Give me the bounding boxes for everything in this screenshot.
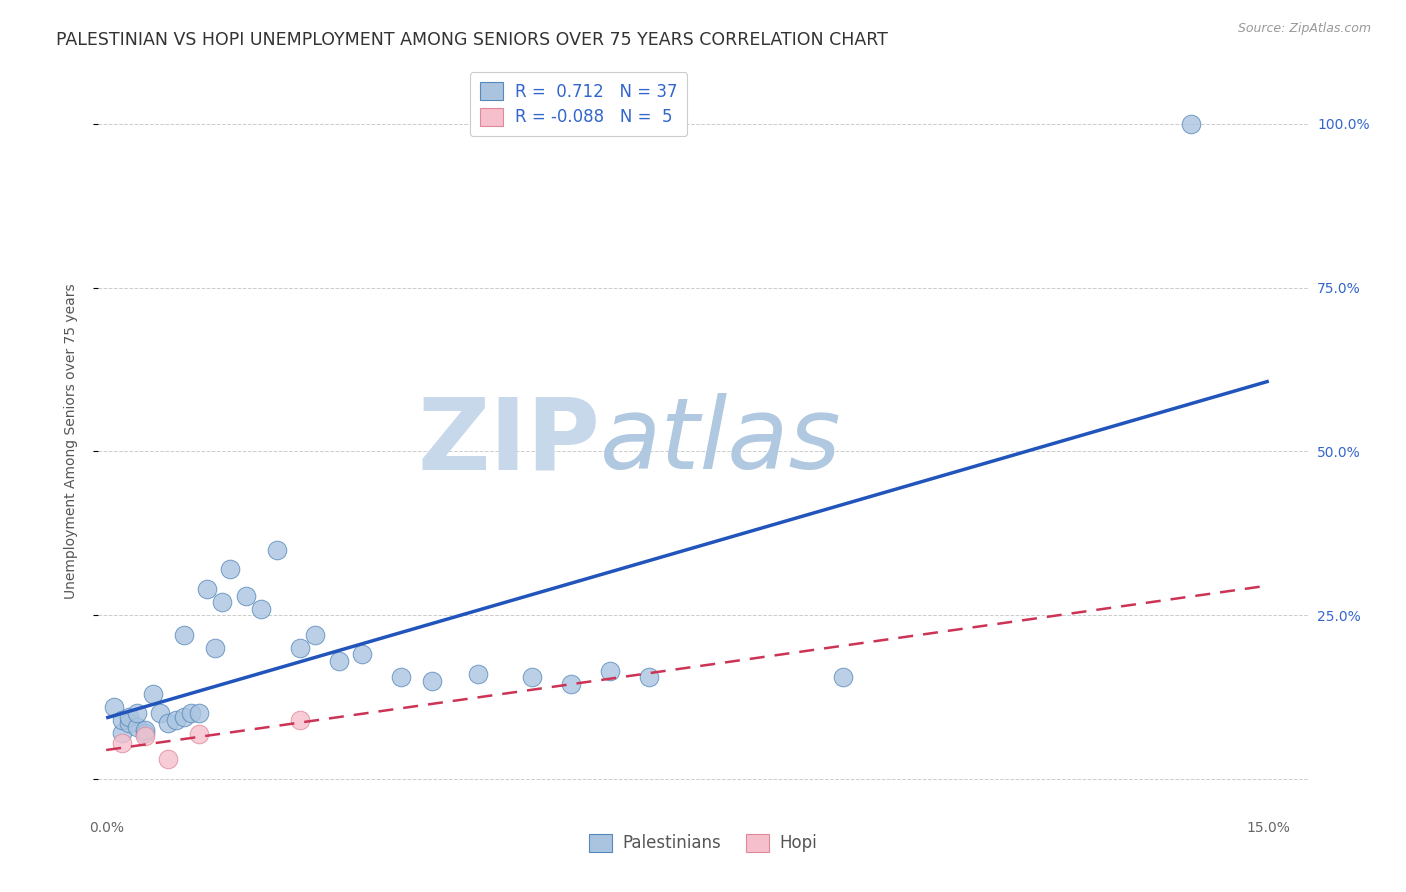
Point (149, 706, 172, 721)
Point (389, 670, 412, 684)
Point (173, 628, 195, 642)
Point (188, 727, 211, 741)
Point (328, 654, 350, 668)
Point (266, 542, 288, 557)
Point (134, 723, 156, 737)
Point (235, 589, 257, 603)
Text: atlas: atlas (600, 393, 842, 490)
Point (157, 716, 180, 731)
Point (111, 736, 134, 750)
Point (111, 713, 134, 727)
Point (111, 726, 134, 740)
Point (134, 726, 156, 740)
Y-axis label: Unemployment Among Seniors over 75 years: Unemployment Among Seniors over 75 years (63, 284, 77, 599)
Text: Source: ZipAtlas.com: Source: ZipAtlas.com (1237, 22, 1371, 36)
Point (118, 716, 141, 731)
Point (118, 709, 141, 723)
Point (288, 713, 311, 727)
Point (188, 706, 211, 721)
Point (599, 664, 621, 678)
Text: PALESTINIAN VS HOPI UNEMPLOYMENT AMONG SENIORS OVER 75 YEARS CORRELATION CHART: PALESTINIAN VS HOPI UNEMPLOYMENT AMONG S… (56, 31, 889, 49)
Point (157, 752, 180, 766)
Point (304, 628, 326, 642)
Point (1180, 117, 1202, 131)
Point (637, 670, 659, 684)
Point (103, 699, 125, 714)
Point (127, 706, 149, 721)
Point (127, 720, 149, 734)
Point (165, 713, 187, 727)
Point (173, 709, 195, 723)
Text: ZIP: ZIP (418, 393, 600, 490)
Point (219, 562, 242, 576)
Point (211, 595, 233, 609)
Point (350, 648, 373, 662)
Point (180, 706, 202, 721)
Point (560, 677, 582, 691)
Point (250, 601, 273, 615)
Point (420, 673, 443, 688)
Legend: Palestinians, Hopi: Palestinians, Hopi (582, 827, 824, 859)
Point (831, 670, 853, 684)
Point (522, 670, 544, 684)
Point (204, 640, 226, 655)
Point (134, 730, 156, 744)
Point (142, 687, 165, 701)
Point (288, 640, 311, 655)
Point (467, 667, 489, 681)
Point (195, 582, 218, 596)
